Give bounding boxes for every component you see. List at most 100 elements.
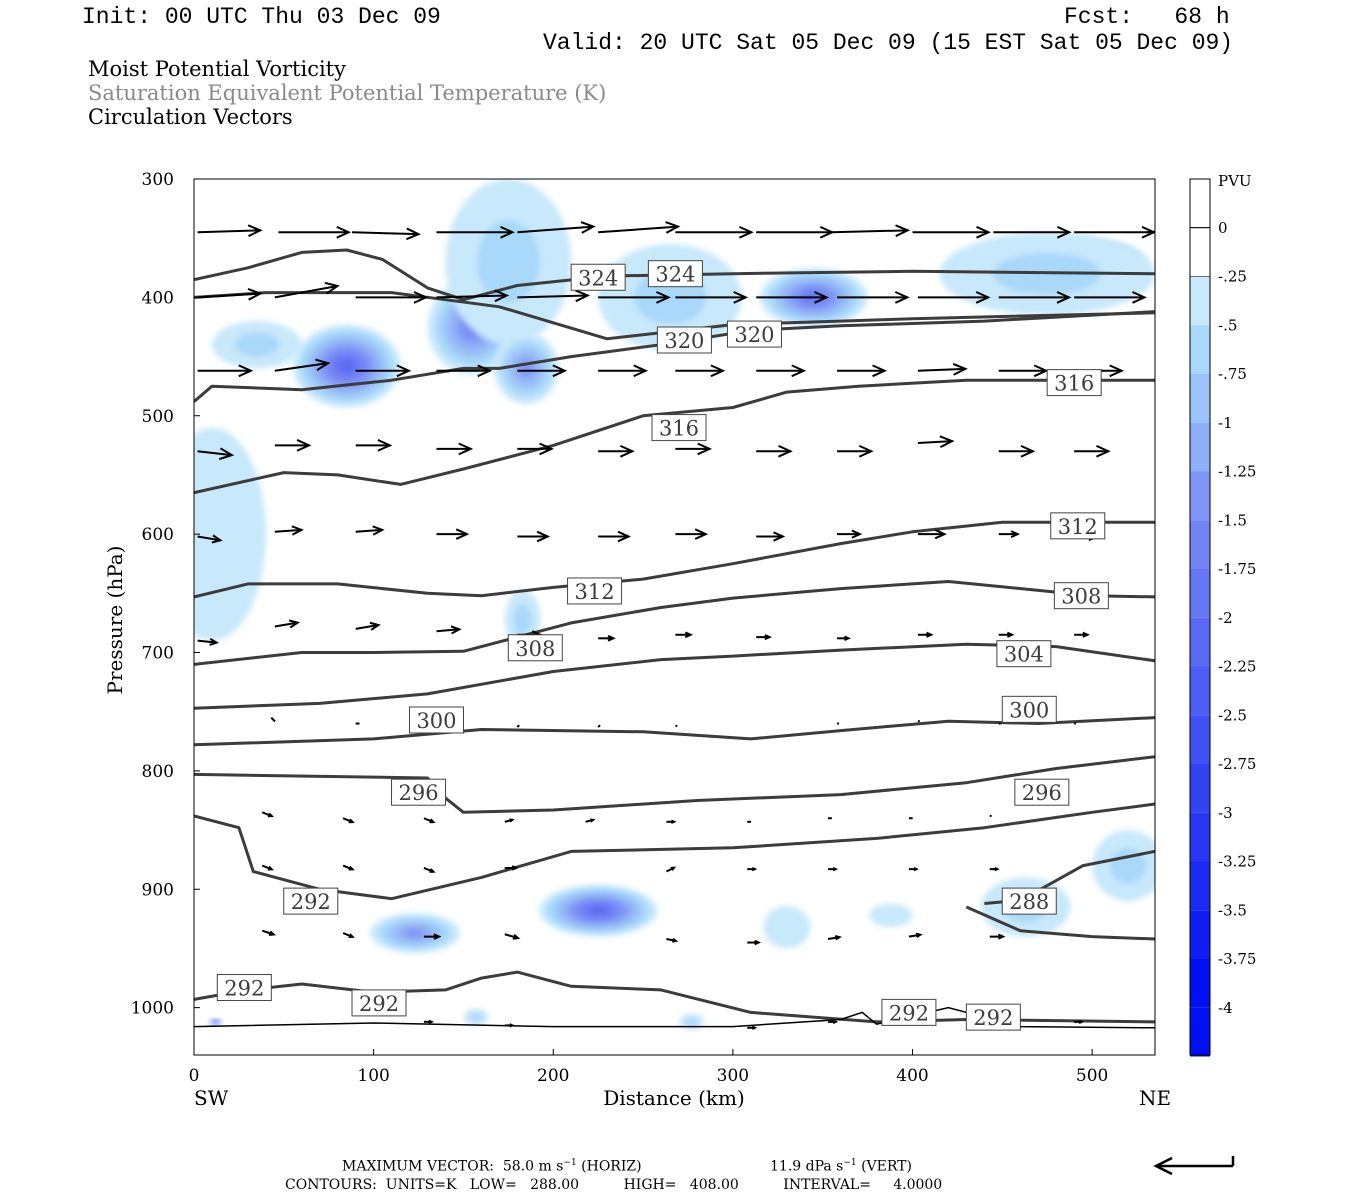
circulation-vector (598, 530, 631, 543)
circulation-vector (756, 291, 829, 304)
svg-text:292: 292 (889, 1001, 929, 1025)
theta-contour-292 (194, 970, 1155, 1024)
pv-region-0 (292, 324, 401, 408)
circulation-vector (827, 934, 842, 941)
svg-text:308: 308 (515, 637, 555, 661)
colorbar-cell (1190, 861, 1210, 911)
colorbar-cell (1190, 1007, 1210, 1057)
contour-label: 296 (391, 778, 447, 806)
y-tick-label: 500 (142, 407, 174, 427)
circulation-vector (517, 289, 591, 303)
circulation-vector (998, 444, 1036, 458)
circulation-vector (1074, 1019, 1085, 1024)
circulation-vector (436, 528, 470, 540)
pv-region-16 (1092, 830, 1155, 902)
circulation-vector (666, 937, 679, 943)
init-time: Init: 00 UTC Thu 03 Dec 09 (82, 4, 441, 30)
colorbar-level-label: -.75 (1218, 365, 1247, 383)
circulation-vector (756, 634, 772, 641)
contour-label: 292 (283, 887, 339, 915)
svg-text:288: 288 (1009, 890, 1049, 914)
colorbar-cell (1190, 520, 1210, 569)
pv-region-13 (763, 905, 811, 949)
circulation-vector (342, 864, 355, 871)
reference-vector (1153, 1156, 1235, 1176)
circulation-vector (597, 724, 601, 728)
circulation-vector (675, 528, 709, 540)
colorbar-cell (1190, 764, 1210, 813)
circulation-vectors (197, 221, 1155, 1030)
colorbar-level-label: -1.25 (1218, 463, 1256, 481)
circulation-vector (993, 225, 1072, 239)
title-theta: Saturation Equivalent Potential Temperat… (88, 81, 607, 105)
circulation-vector (828, 867, 839, 872)
circulation-vector (598, 291, 671, 304)
pv-region-18 (678, 1013, 705, 1031)
pv-region-14 (869, 903, 913, 928)
colorbar-cell (1190, 715, 1210, 764)
circulation-vector (197, 447, 235, 461)
circulation-vector (917, 435, 955, 449)
circulation-vector (989, 867, 1000, 872)
circulation-vector (423, 817, 436, 824)
contour-label: 308 (1053, 582, 1109, 610)
circulation-vector (355, 621, 381, 631)
theta-contour-292 (965, 905, 1155, 941)
contour-label: 292 (216, 974, 272, 1002)
circulation-vector (675, 364, 726, 378)
y-tick-label: 800 (142, 762, 174, 782)
circulation-vector (908, 867, 919, 872)
circulation-vector (831, 224, 911, 237)
svg-text:296: 296 (398, 781, 438, 805)
contour-label: 312 (1050, 512, 1106, 540)
circulation-vector (504, 933, 521, 940)
pv-region-9 (194, 427, 266, 641)
colorbar-level-label: -2.25 (1218, 658, 1256, 676)
circulation-vector (352, 227, 422, 241)
colorbar-level-label: -1 (1218, 414, 1233, 432)
colorbar-cell-zero (1189, 227, 1211, 277)
colorbar-frame (1189, 178, 1211, 1056)
circulation-vector (917, 631, 934, 638)
circulation-vector (998, 530, 1021, 539)
svg-text:312: 312 (1058, 515, 1098, 539)
circulation-vector (436, 625, 462, 635)
circulation-vector (517, 530, 551, 543)
plot-frame (193, 178, 1156, 1056)
contour-label: 292 (965, 1003, 1021, 1031)
theta-contour-288 (194, 802, 1155, 901)
colorbar-level-label: -3.5 (1218, 901, 1247, 919)
pv-region-17 (463, 1008, 489, 1026)
circulation-vector (675, 225, 754, 239)
valid-time: Valid: 20 UTC Sat 05 Dec 09 (15 EST Sat … (543, 30, 1234, 56)
x-tick-label: 300 (717, 1066, 749, 1086)
circulation-vector (517, 442, 554, 456)
y-tick-label: 400 (142, 288, 174, 308)
colorbar-level-label: 0 (1218, 219, 1228, 237)
contour-label: 296 (1014, 778, 1070, 806)
circulation-vector (436, 225, 515, 239)
pv-region-3 (445, 179, 572, 345)
svg-text:316: 316 (1054, 372, 1094, 396)
circulation-vector (598, 221, 681, 234)
colorbar-level-label: -.5 (1218, 316, 1237, 334)
svg-text:320: 320 (664, 329, 704, 353)
colorbar-level-label: -4 (1218, 999, 1233, 1017)
circulation-vector (917, 363, 968, 376)
circulation-vector (436, 442, 474, 456)
y-tick-label: 300 (142, 170, 174, 190)
colorbar: PVU 0 -.25 -.5 -.75 -1 -1.25 -1.5 -1.75 -2 -2.25 -2… (1189, 172, 1256, 1057)
circulation-vector (274, 619, 301, 629)
y-tick-label: 900 (142, 880, 174, 900)
circulation-vector (274, 439, 312, 452)
colorbar-cell (1190, 569, 1210, 618)
circulation-vector (355, 291, 429, 304)
svg-text:324: 324 (655, 263, 695, 287)
circulation-vector (675, 631, 694, 639)
colorbar-cell-top (1189, 178, 1211, 229)
contour-info: CONTOURS: UNITS=K LOW= 288.00 HIGH= 408.… (285, 1177, 943, 1193)
svg-text:300: 300 (1009, 698, 1049, 722)
colorbar-level-label: -1.75 (1218, 560, 1256, 578)
circulation-vector (436, 364, 493, 378)
circulation-vector (756, 444, 793, 458)
